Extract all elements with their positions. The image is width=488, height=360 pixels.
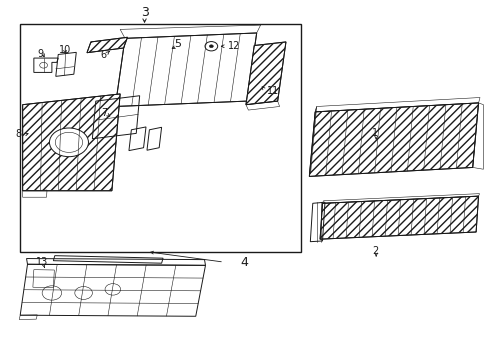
- Polygon shape: [320, 196, 478, 239]
- Circle shape: [75, 287, 92, 300]
- Text: 9: 9: [38, 49, 43, 59]
- Polygon shape: [115, 33, 256, 107]
- Polygon shape: [22, 94, 120, 191]
- Polygon shape: [309, 103, 478, 176]
- Text: 12: 12: [227, 41, 240, 51]
- Text: 1: 1: [371, 129, 378, 138]
- Circle shape: [42, 286, 61, 300]
- Text: 7: 7: [101, 108, 107, 118]
- Text: 5: 5: [173, 40, 181, 49]
- Polygon shape: [87, 37, 127, 53]
- Text: 4: 4: [240, 256, 248, 269]
- Circle shape: [105, 284, 121, 295]
- Text: 2: 2: [371, 246, 378, 256]
- Text: 11: 11: [266, 86, 278, 96]
- Text: 3: 3: [141, 6, 148, 19]
- Bar: [20, 24, 300, 252]
- Polygon shape: [245, 42, 285, 105]
- Text: 13: 13: [36, 257, 48, 267]
- Circle shape: [209, 45, 213, 48]
- Text: 10: 10: [59, 45, 71, 55]
- Text: 8: 8: [15, 129, 21, 139]
- Text: 6: 6: [100, 50, 106, 60]
- Circle shape: [49, 128, 88, 157]
